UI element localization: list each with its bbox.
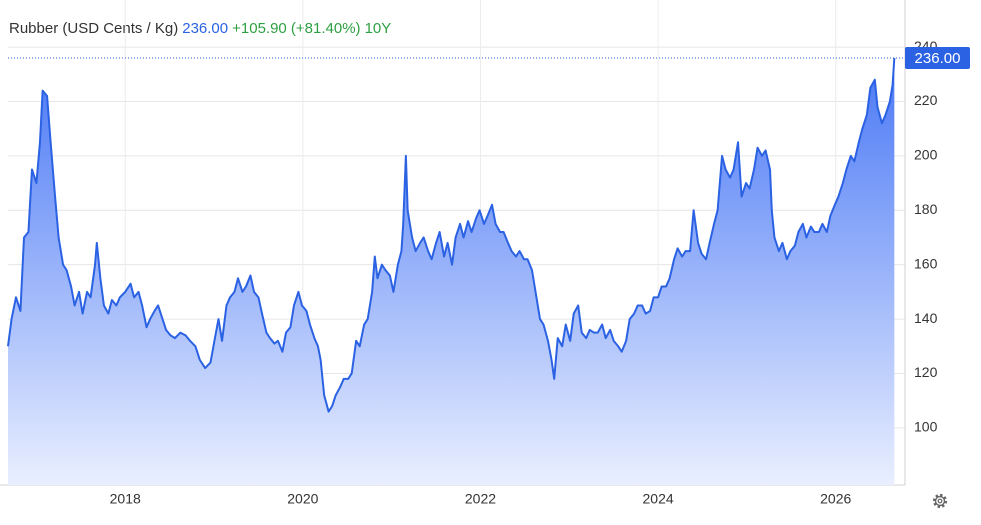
x-tick-label: 2020 bbox=[287, 491, 318, 507]
gear-body bbox=[934, 495, 946, 507]
y-tick-label: 140 bbox=[914, 310, 938, 326]
y-tick-label: 220 bbox=[914, 92, 938, 108]
x-tick-label: 2018 bbox=[110, 491, 141, 507]
gear-teeth bbox=[932, 493, 948, 509]
y-tick-label: 200 bbox=[914, 147, 938, 163]
x-tick-label: 2026 bbox=[820, 491, 851, 507]
y-tick-label: 120 bbox=[914, 364, 938, 380]
x-tick-label: 2024 bbox=[643, 491, 674, 507]
last-price: 236.00 bbox=[182, 20, 229, 37]
instrument-name: Rubber (USD Cents / Kg) bbox=[9, 20, 179, 37]
chart-header: Rubber (USD Cents / Kg) 236.00 +105.90 (+8… bbox=[9, 20, 395, 37]
y-tick-label: 180 bbox=[914, 201, 938, 217]
last-price-box bbox=[905, 46, 970, 69]
y-tick-label: 160 bbox=[914, 255, 938, 271]
gear-hole bbox=[937, 498, 943, 504]
x-tick-label: 2022 bbox=[465, 491, 496, 507]
price-line bbox=[7, 57, 896, 413]
period[interactable]: 10Y bbox=[364, 20, 392, 37]
price-change: +105.90 (+81.40%) bbox=[232, 20, 361, 37]
last-price-label: 236.00 bbox=[915, 50, 961, 67]
settings-icon[interactable] bbox=[932, 493, 948, 509]
y-tick-label: 100 bbox=[914, 419, 938, 435]
plot bbox=[7, 57, 905, 485]
area-fill bbox=[8, 57, 895, 485]
